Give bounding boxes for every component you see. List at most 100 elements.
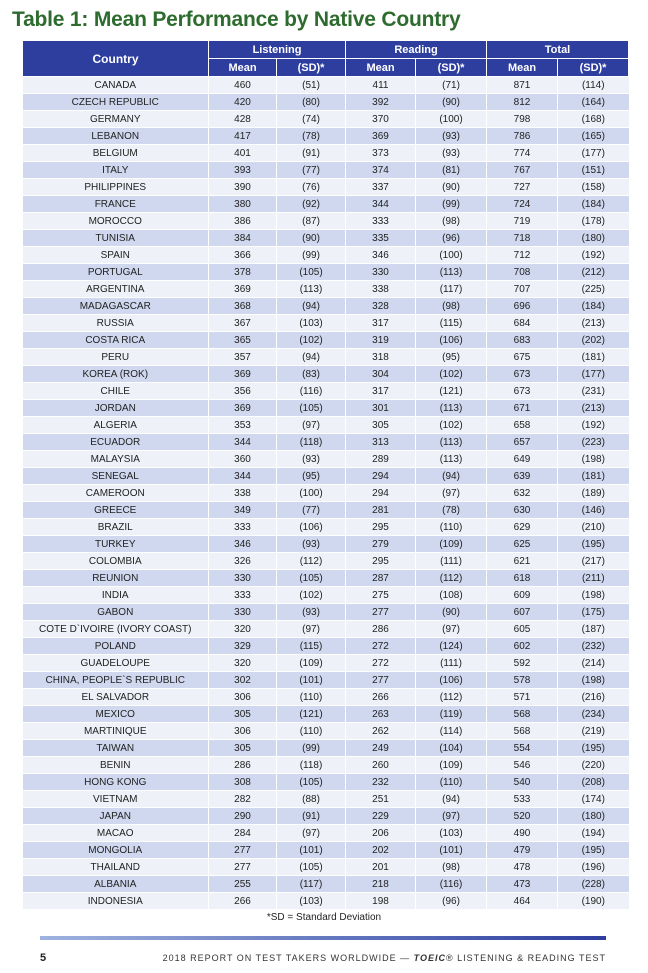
listening-mean-cell: 255: [208, 875, 277, 893]
reading-mean-cell: 277: [345, 671, 417, 689]
table-row: FRANCE 380 (92) 344 (99) 724 (184): [22, 195, 629, 213]
listening-mean-cell: 344: [208, 467, 277, 485]
reading-mean-cell: 218: [345, 875, 417, 893]
reading-sd-cell: (108): [415, 586, 488, 604]
reading-sd-cell: (101): [415, 841, 488, 859]
listening-mean-cell: 277: [208, 858, 277, 876]
table-row: CZECH REPUBLIC 420 (80) 392 (90) 812 (164): [22, 93, 629, 111]
total-sd-cell: (158): [557, 178, 629, 196]
total-sd-cell: (232): [557, 637, 629, 655]
country-cell: PORTUGAL: [22, 263, 209, 281]
reading-sd-cell: (95): [415, 348, 488, 366]
table-row: INDONESIA 266 (103) 198 (96) 464 (190): [22, 892, 629, 910]
reading-sd-cell: (96): [415, 892, 488, 910]
total-sd-cell: (213): [557, 399, 629, 417]
listening-sd-cell: (103): [276, 892, 347, 910]
reading-mean-cell: 330: [345, 263, 417, 281]
total-sd-cell: (168): [557, 110, 629, 128]
reading-sd-cell: (113): [415, 433, 488, 451]
listening-mean-cell: 306: [208, 722, 277, 740]
listening-mean-cell: 338: [208, 484, 277, 502]
table-row: SPAIN 366 (99) 346 (100) 712 (192): [22, 246, 629, 264]
table-row: ITALY 393 (77) 374 (81) 767 (151): [22, 161, 629, 179]
country-cell: GERMANY: [22, 110, 209, 128]
reading-sd-cell: (114): [415, 722, 488, 740]
reading-sd-cell: (117): [415, 280, 488, 298]
reading-sd-cell: (99): [415, 195, 488, 213]
total-mean-cell: 473: [486, 875, 559, 893]
listening-mean-cell: 286: [208, 756, 277, 774]
table-row: COLOMBIA 326 (112) 295 (111) 621 (217): [22, 552, 629, 570]
total-mean-cell: 696: [486, 297, 559, 315]
total-sd-cell: (196): [557, 858, 629, 876]
table-row: CAMEROON 338 (100) 294 (97) 632 (189): [22, 484, 629, 502]
total-mean-header: Mean: [486, 58, 559, 77]
reading-sd-cell: (93): [415, 144, 488, 162]
total-mean-cell: 546: [486, 756, 559, 774]
reading-mean-cell: 295: [345, 518, 417, 536]
reading-mean-cell: 301: [345, 399, 417, 417]
total-mean-cell: 812: [486, 93, 559, 111]
reading-sd-cell: (104): [415, 739, 488, 757]
reading-mean-cell: 287: [345, 569, 417, 587]
total-mean-cell: 520: [486, 807, 559, 825]
listening-mean-cell: 344: [208, 433, 277, 451]
reading-mean-cell: 411: [345, 76, 417, 94]
listening-sd-cell: (90): [276, 229, 347, 247]
total-mean-cell: 540: [486, 773, 559, 791]
table-row: MALAYSIA 360 (93) 289 (113) 649 (198): [22, 450, 629, 468]
reading-mean-cell: 344: [345, 195, 417, 213]
listening-sd-cell: (95): [276, 467, 347, 485]
country-cell: CAMEROON: [22, 484, 209, 502]
total-sd-cell: (214): [557, 654, 629, 672]
listening-mean-header: Mean: [208, 58, 277, 77]
listening-header: Listening: [207, 40, 347, 59]
reading-mean-cell: 289: [345, 450, 417, 468]
total-mean-cell: 639: [486, 467, 559, 485]
total-sd-cell: (195): [557, 739, 629, 757]
table-row: MADAGASCAR 368 (94) 328 (98) 696 (184): [22, 297, 629, 315]
total-sd-cell: (194): [557, 824, 629, 842]
total-sd-cell: (181): [557, 467, 629, 485]
table-row: POLAND 329 (115) 272 (124) 602 (232): [22, 637, 629, 655]
country-cell: HONG KONG: [22, 773, 209, 791]
listening-mean-cell: 306: [208, 688, 277, 706]
reading-mean-cell: 198: [345, 892, 417, 910]
country-cell: VIETNAM: [22, 790, 209, 808]
total-mean-cell: 571: [486, 688, 559, 706]
listening-sd-cell: (97): [276, 620, 347, 638]
reading-mean-cell: 286: [345, 620, 417, 638]
listening-mean-cell: 369: [208, 280, 277, 298]
listening-mean-cell: 308: [208, 773, 277, 791]
table-row: ARGENTINA 369 (113) 338 (117) 707 (225): [22, 280, 629, 298]
total-sd-cell: (223): [557, 433, 629, 451]
listening-sd-cell: (99): [276, 739, 347, 757]
total-mean-cell: 621: [486, 552, 559, 570]
reading-sd-cell: (98): [415, 297, 488, 315]
listening-mean-cell: 369: [208, 399, 277, 417]
listening-mean-cell: 330: [208, 569, 277, 587]
reading-mean-cell: 370: [345, 110, 417, 128]
total-sd-cell: (189): [557, 484, 629, 502]
total-mean-cell: 479: [486, 841, 559, 859]
table-row: PERU 357 (94) 318 (95) 675 (181): [22, 348, 629, 366]
country-cell: CHILE: [22, 382, 209, 400]
total-sd-cell: (180): [557, 229, 629, 247]
table-row: HONG KONG 308 (105) 232 (110) 540 (208): [22, 773, 629, 791]
table-row: BELGIUM 401 (91) 373 (93) 774 (177): [22, 144, 629, 162]
listening-sd-header: (SD)*: [275, 58, 347, 77]
reading-sd-cell: (116): [415, 875, 488, 893]
listening-sd-cell: (94): [276, 297, 347, 315]
listening-sd-cell: (51): [276, 76, 347, 94]
total-sd-cell: (180): [557, 807, 629, 825]
total-sd-cell: (225): [557, 280, 629, 298]
listening-mean-cell: 386: [208, 212, 277, 230]
listening-sd-cell: (93): [276, 603, 347, 621]
total-mean-cell: 568: [486, 705, 559, 723]
table-row: TAIWAN 305 (99) 249 (104) 554 (195): [22, 739, 629, 757]
listening-sd-cell: (87): [276, 212, 347, 230]
total-sd-cell: (202): [557, 331, 629, 349]
reading-sd-cell: (98): [415, 858, 488, 876]
total-sd-cell: (178): [557, 212, 629, 230]
listening-sd-cell: (113): [276, 280, 347, 298]
